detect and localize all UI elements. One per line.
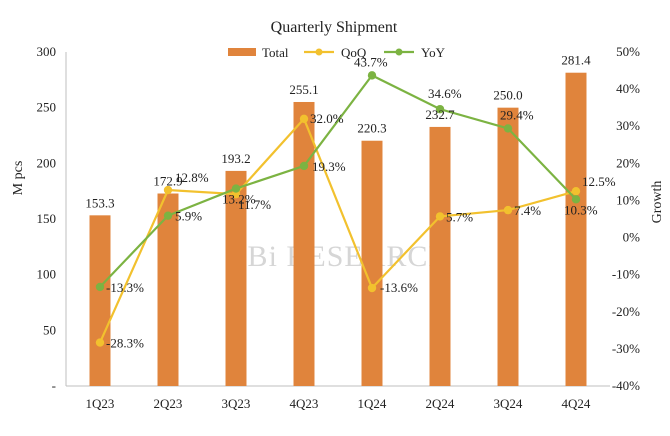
chart-title: Quarterly Shipment (271, 19, 398, 36)
bar-total-2Q23 (157, 193, 179, 386)
yoy-value-label: 13.2% (222, 192, 256, 207)
bar-total-4Q24 (565, 72, 587, 386)
yoy-value-label: 29.4% (500, 107, 534, 122)
yoy-value-label: -13.3% (106, 280, 144, 295)
qoq-value-label: 5.7% (446, 209, 473, 224)
y-left-tick-label: 300 (37, 44, 57, 59)
legend-label-qoq: QoQ (341, 45, 367, 60)
qoq-value-label: 12.5% (582, 174, 616, 189)
point-yoy-1Q24 (367, 71, 377, 80)
y-right-tick-label: -10% (612, 267, 640, 282)
yoy-value-label: 43.7% (354, 54, 388, 69)
x-tick-label: 2Q23 (154, 396, 183, 411)
line-qoq (98, 116, 577, 344)
point-qoq-1Q24 (367, 283, 377, 293)
x-tick-label: 1Q23 (86, 396, 115, 411)
x-tick-label: 2Q24 (426, 396, 455, 411)
bar-series-total (89, 72, 587, 387)
bar-total-2Q24 (429, 126, 451, 386)
y-right-tick-label: 50% (616, 44, 640, 59)
y-left-tick-label: 100 (37, 267, 57, 282)
bar-total-4Q23 (293, 101, 315, 386)
watermark: UBi RESEARCH (225, 240, 451, 273)
point-qoq-1Q23 (95, 338, 105, 347)
y-axis-right-title: Growth (650, 181, 665, 224)
x-tick-label: 3Q24 (494, 396, 523, 411)
legend-marker-yoy (395, 48, 403, 56)
y-left-tick-label: 250 (37, 100, 57, 115)
y-right-tick-label: 40% (616, 81, 640, 96)
bar-value-label: 153.3 (85, 195, 114, 210)
bar-total-3Q24 (497, 107, 519, 387)
point-yoy-2Q24 (435, 104, 445, 114)
bar-value-label: 281.4 (561, 53, 591, 68)
qoq-value-label: -13.6% (380, 280, 418, 295)
bar-total-1Q24 (361, 140, 383, 386)
point-yoy-2Q23 (163, 211, 173, 220)
point-qoq-4Q24 (571, 186, 581, 196)
point-qoq-2Q23 (163, 185, 173, 195)
line-series (95, 71, 581, 347)
legend-label-total: Total (262, 45, 289, 60)
y-axis-right-ticks: -40% -30% -20% -10% 0% 10% 20% 30% 40% 50% (612, 44, 640, 393)
line-yoy (99, 73, 577, 288)
y-right-tick-label: 0% (623, 230, 641, 245)
x-axis-ticks: 1Q23 2Q23 3Q23 4Q23 1Q24 2Q24 3Q24 4Q24 (86, 396, 591, 411)
legend-marker-qoq (315, 48, 323, 56)
y-left-tick-label: 150 (37, 211, 57, 226)
point-qoq-3Q24 (503, 205, 513, 215)
bar-value-label: 232.7 (425, 107, 455, 122)
legend-label-yoy: YoY (421, 45, 446, 60)
qoq-value-label: -28.3% (106, 336, 144, 351)
y-axis-left-title: M pcs (11, 161, 26, 196)
y-right-tick-label: 30% (616, 118, 640, 133)
bar-total-1Q23 (89, 215, 111, 386)
legend: Total QoQ YoY (228, 45, 446, 60)
bar-value-label: 220.3 (357, 121, 386, 136)
yoy-value-label: 34.6% (428, 86, 462, 101)
data-labels: 153.3 172.9 193.2 255.1 220.3 232.7 250.0 281.4… (85, 53, 615, 351)
x-tick-label: 4Q23 (290, 396, 319, 411)
bar-value-label: 193.2 (221, 151, 250, 166)
qoq-value-label: 32.0% (310, 111, 344, 126)
y-right-tick-label: -40% (612, 378, 640, 393)
x-tick-label: 4Q24 (562, 396, 591, 411)
qoq-value-label: 7.4% (514, 203, 541, 218)
yoy-value-label: 10.3% (564, 202, 598, 217)
bar-value-label: 250.0 (493, 88, 522, 103)
y-right-tick-label: -30% (612, 341, 640, 356)
x-tick-label: 3Q23 (222, 396, 251, 411)
y-right-tick-label: -20% (612, 304, 640, 319)
y-left-tick-label: 200 (37, 155, 57, 170)
y-right-tick-label: 10% (616, 192, 640, 207)
y-left-tick-label: - (52, 378, 56, 393)
point-yoy-4Q24 (571, 195, 581, 204)
legend-swatch-total (228, 48, 256, 56)
bar-value-label: 172.9 (153, 174, 182, 189)
point-yoy-3Q24 (503, 124, 513, 133)
point-yoy-4Q23 (299, 161, 309, 171)
y-right-tick-label: 20% (616, 155, 640, 170)
point-qoq-2Q24 (435, 212, 445, 221)
x-tick-label: 1Q24 (358, 396, 387, 411)
yoy-value-label: 19.3% (312, 159, 346, 174)
y-left-tick-label: 50 (43, 322, 56, 337)
point-yoy-3Q23 (231, 184, 241, 193)
y-axis-left-ticks: - 50 100 150 200 250 300 (37, 44, 57, 393)
point-yoy-1Q23 (95, 282, 105, 292)
point-qoq-4Q23 (299, 114, 309, 124)
bar-value-label: 255.1 (289, 82, 318, 97)
qoq-value-label: 12.8% (175, 170, 209, 185)
bar-total-3Q23 (225, 170, 247, 386)
qoq-value-label: 11.7% (238, 197, 271, 212)
yoy-value-label: 5.9% (175, 209, 202, 224)
